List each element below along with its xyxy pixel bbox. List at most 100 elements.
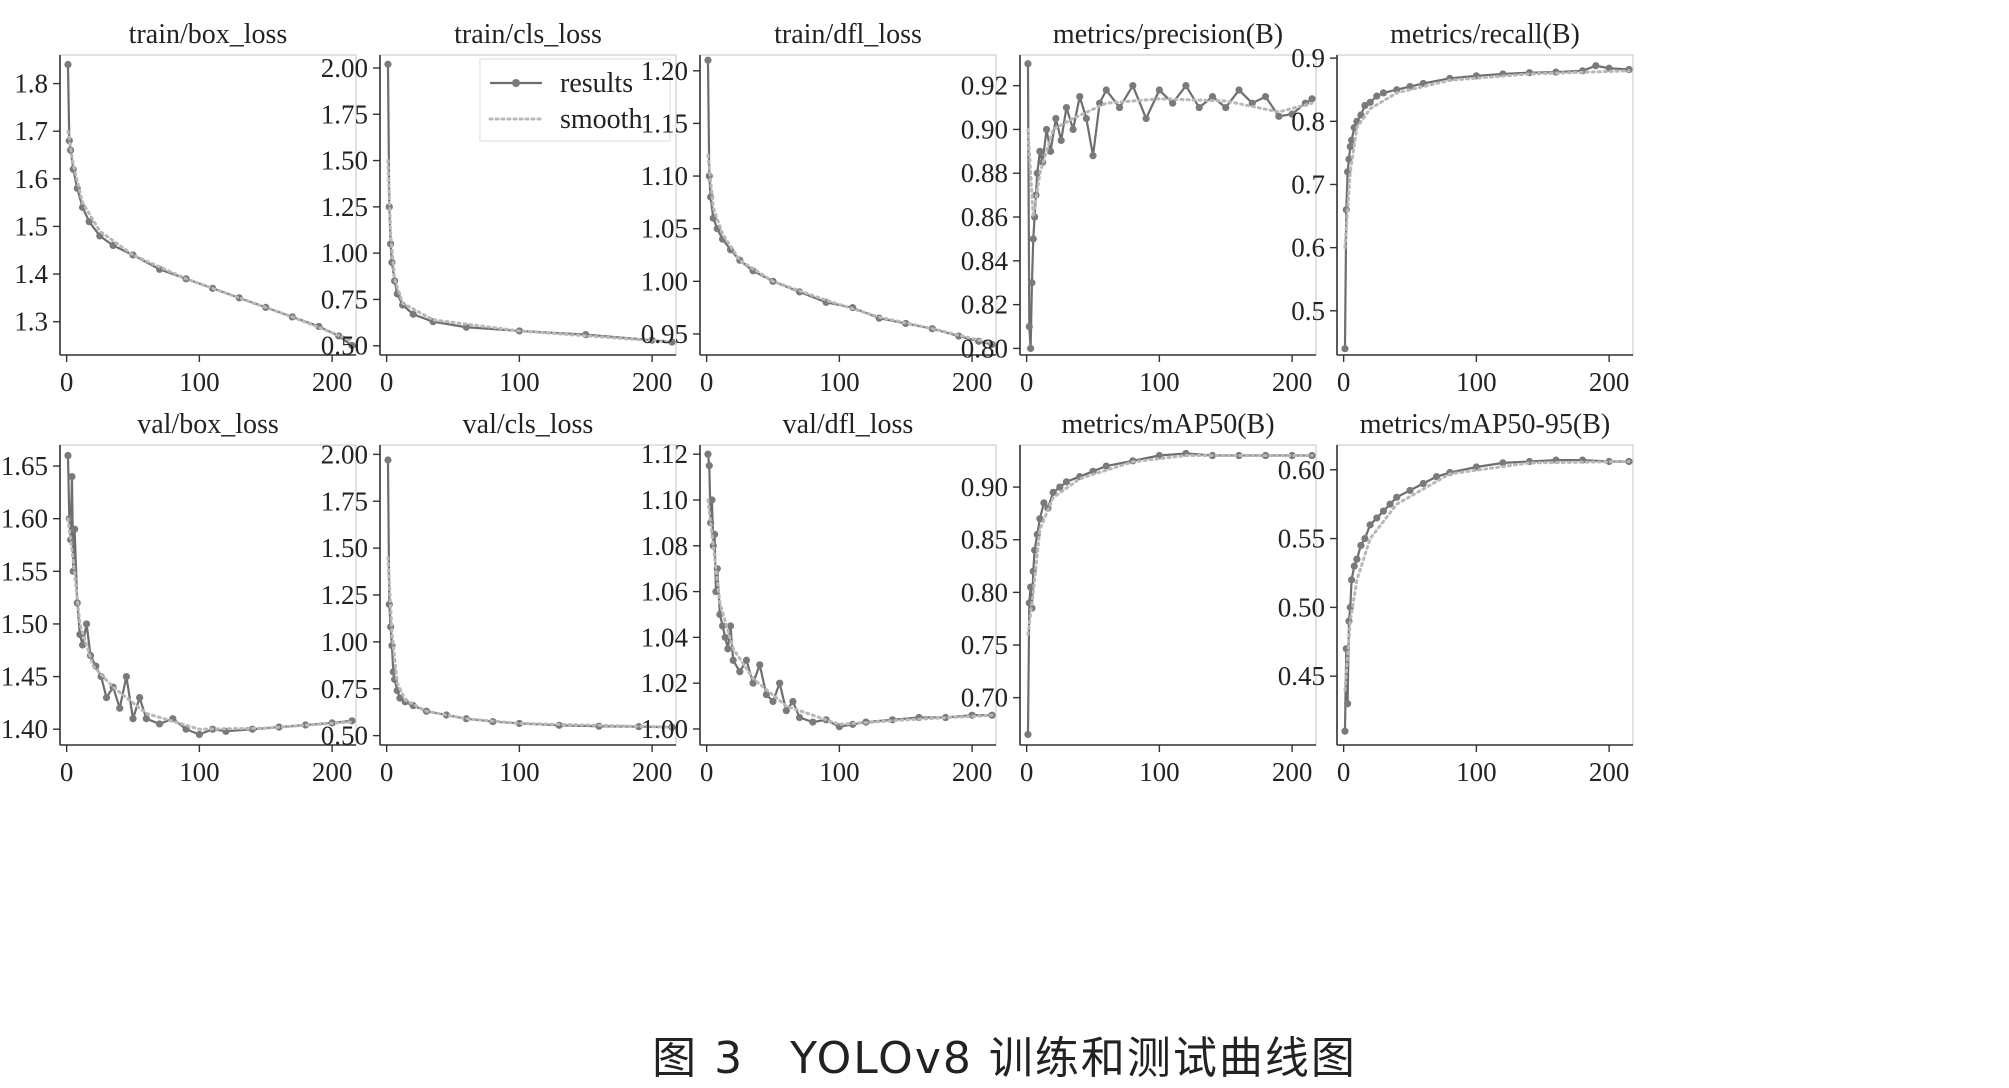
y-tick-label: 1.05: [641, 214, 688, 244]
x-tick-label: 0: [1020, 367, 1034, 397]
results-data-point: [1182, 82, 1190, 90]
results-data-point: [462, 323, 470, 331]
chart-panel: train/dfl_loss 0.95 1.00 1.05 1.10 1.15 1.20 0 1…: [641, 19, 997, 397]
x-tick-label: 100: [1456, 367, 1497, 397]
y-tick-label: 1.12: [641, 439, 688, 469]
x-tick-label: 0: [60, 757, 74, 787]
results-data-point: [1042, 125, 1051, 134]
legend-results-marker: [512, 79, 520, 87]
y-tick-label: 1.3: [14, 307, 48, 337]
chart-title: val/dfl_loss: [783, 409, 914, 440]
results-data-point: [1169, 99, 1177, 107]
y-tick-label: 0.6: [1291, 233, 1325, 263]
y-tick-label: 1.00: [321, 238, 368, 268]
results-data-point: [1379, 507, 1388, 515]
smooth-series-line: [66, 517, 354, 731]
x-tick-label: 100: [819, 367, 860, 397]
results-data-point: [64, 451, 72, 460]
chart-panel: val/cls_loss 0.50 0.75 1.00 1.25 1.50 1.75 2.00…: [321, 409, 677, 787]
results-data-point: [789, 697, 797, 706]
results-data-point: [1275, 112, 1283, 120]
results-data-point: [704, 56, 712, 64]
y-tick-label: 1.10: [641, 161, 688, 191]
results-data-point: [704, 450, 712, 458]
results-data-point: [1142, 114, 1150, 123]
results-data-point: [348, 341, 356, 350]
y-tick-label: 1.8: [14, 69, 48, 99]
y-tick-label: 0.82: [961, 290, 1008, 320]
results-data-point: [1155, 86, 1163, 94]
y-tick-label: 1.10: [641, 485, 688, 515]
chart-panel: metrics/precision(B) 0.80 0.82 0.84 0.86 0.88…: [961, 19, 1317, 397]
y-tick-label: 2.00: [321, 53, 368, 83]
x-tick-label: 100: [499, 367, 540, 397]
results-data-point: [1036, 147, 1044, 155]
y-tick-label: 0.88: [961, 158, 1008, 188]
results-data-point: [1129, 82, 1137, 90]
results-data-point: [1341, 727, 1349, 735]
smooth-series-line: [386, 556, 674, 729]
x-tick-label: 200: [1272, 367, 1313, 397]
y-tick-label: 1.65: [1, 451, 48, 481]
results-data-point: [1076, 93, 1084, 101]
results-series-line: [1026, 63, 1313, 349]
results-data-point: [1379, 89, 1388, 97]
results-data-point: [1386, 500, 1394, 508]
results-data-point: [709, 542, 717, 550]
results-data-point: [795, 713, 804, 722]
chart-legend: results smooth: [479, 58, 671, 142]
results-data-point: [1057, 136, 1065, 145]
results-data-point: [736, 668, 744, 676]
chart-panel: metrics/recall(B) 0.5 0.6 0.7 0.8 0.9 0 100 200: [1291, 19, 1634, 397]
results-data-point: [668, 338, 676, 346]
results-series-line: [1343, 64, 1630, 349]
y-tick-label: 1.45: [1, 662, 48, 692]
legend-label: smooth: [560, 104, 642, 135]
results-data-point: [1432, 473, 1441, 481]
results-data-point: [726, 622, 735, 630]
results-data-point: [782, 707, 790, 715]
y-tick-label: 0.80: [961, 333, 1008, 363]
y-tick-label: 0.60: [1278, 455, 1325, 485]
y-tick-label: 1.15: [641, 108, 688, 138]
results-data-point: [756, 661, 764, 669]
smooth-series-line: [66, 129, 354, 343]
results-data-point: [729, 656, 737, 664]
x-tick-label: 100: [179, 757, 220, 787]
results-data-point: [1046, 147, 1055, 155]
smooth-series-line: [706, 498, 994, 726]
y-tick-label: 1.04: [641, 622, 689, 652]
y-tick-label: 1.50: [321, 146, 368, 176]
x-tick-label: 200: [952, 757, 993, 787]
results-data-point: [708, 496, 716, 504]
y-tick-label: 0.9: [1291, 43, 1325, 73]
y-tick-label: 1.00: [641, 266, 688, 296]
y-tick-label: 0.75: [321, 674, 368, 704]
y-tick-label: 0.75: [961, 630, 1008, 660]
results-data-point: [1341, 345, 1349, 353]
results-series-line: [706, 454, 993, 728]
y-tick-label: 0.92: [961, 71, 1008, 101]
results-data-point: [1373, 92, 1381, 100]
y-tick-label: 0.70: [961, 683, 1008, 713]
results-data-point: [721, 633, 729, 641]
y-tick-label: 1.08: [641, 531, 688, 561]
y-tick-label: 1.60: [1, 504, 48, 534]
results-data-point: [1361, 101, 1369, 110]
results-data-point: [1222, 103, 1230, 112]
results-data-point: [1040, 499, 1048, 507]
results-data-point: [129, 715, 137, 723]
results-data-point: [182, 725, 190, 733]
results-series-line: [386, 459, 673, 729]
results-data-point: [68, 472, 76, 481]
y-tick-label: 1.06: [641, 577, 688, 607]
results-data-point: [749, 679, 757, 687]
legend-label: results: [560, 68, 633, 99]
x-tick-label: 100: [499, 757, 540, 787]
results-data-point: [116, 704, 124, 712]
x-tick-label: 0: [1020, 757, 1034, 787]
y-tick-label: 1.6: [14, 164, 48, 194]
results-series-line: [66, 64, 353, 347]
y-tick-label: 0.50: [1278, 592, 1325, 622]
chart-panel: train/box_loss 1.3 1.4 1.5 1.6 1.7 1.8 0 100 200: [14, 19, 357, 397]
